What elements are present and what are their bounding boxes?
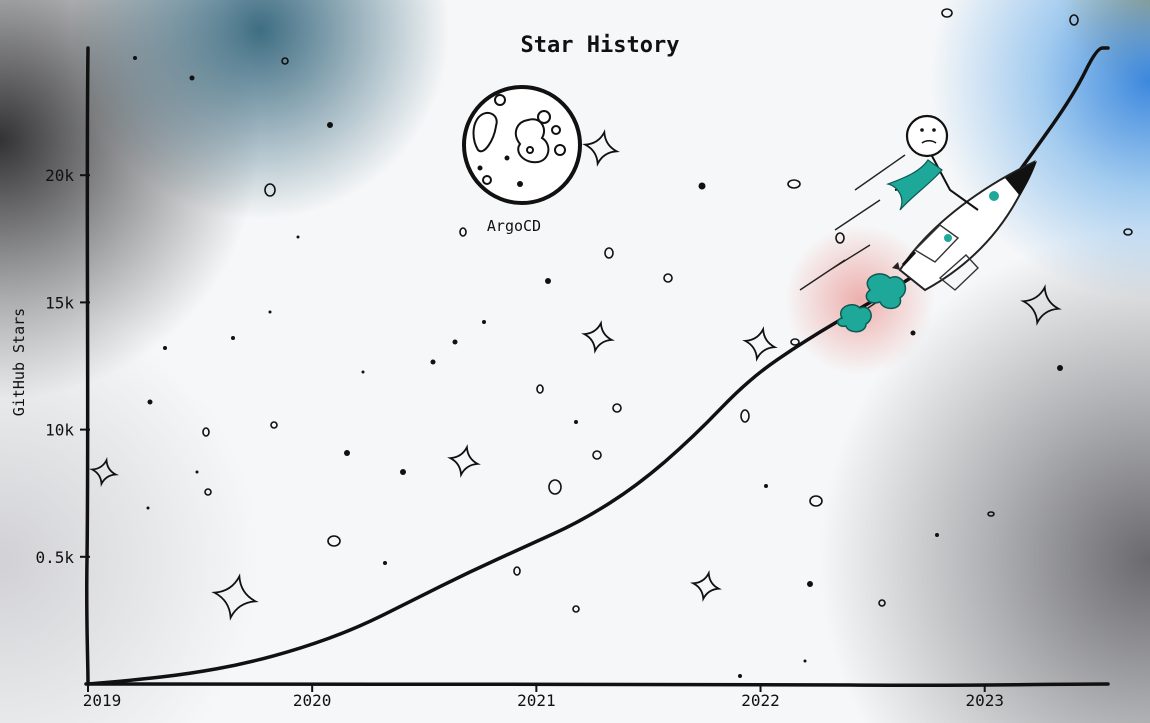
crater-icon bbox=[327, 535, 341, 547]
x-tick-label: 2019 bbox=[83, 691, 122, 710]
x-tick-group: 2019 2020 2021 2022 2023 bbox=[83, 684, 1004, 710]
x-tick-label: 2022 bbox=[741, 691, 780, 710]
star-dot bbox=[935, 533, 939, 537]
sparkle-star-icon bbox=[742, 326, 778, 362]
y-tick-label: 0.5k bbox=[35, 548, 74, 567]
crater-icon bbox=[987, 511, 995, 517]
series-line-argocd bbox=[86, 46, 1110, 686]
crater-icon bbox=[604, 247, 614, 259]
crater-icon bbox=[572, 605, 580, 613]
crater-icon bbox=[281, 57, 289, 65]
star-dot bbox=[452, 339, 458, 345]
star-dot bbox=[738, 674, 742, 678]
star-dot bbox=[344, 450, 350, 456]
sparkle-star-icon bbox=[582, 129, 620, 167]
crater-icon bbox=[790, 338, 800, 346]
star-dot bbox=[764, 484, 768, 488]
star-dot bbox=[189, 75, 195, 81]
crater-icon bbox=[548, 479, 562, 495]
star-dot bbox=[268, 310, 272, 314]
star-dot bbox=[698, 182, 706, 190]
star-dot bbox=[231, 336, 235, 340]
planet-label: ArgoCD bbox=[487, 217, 541, 235]
x-tick-label: 2021 bbox=[517, 691, 556, 710]
crater-icon bbox=[941, 8, 953, 18]
star-dot bbox=[910, 330, 916, 336]
crater-icon bbox=[787, 179, 801, 189]
sparkle-star-icon bbox=[447, 444, 481, 478]
decor-layer bbox=[89, 8, 1133, 678]
crater-icon bbox=[513, 566, 521, 576]
crater-icon bbox=[809, 495, 823, 507]
crater-icon bbox=[202, 427, 210, 437]
sparkle-star-icon bbox=[581, 320, 615, 354]
x-tick-label: 2023 bbox=[965, 691, 1004, 710]
star-dot bbox=[807, 581, 813, 587]
x-axis-line bbox=[84, 682, 1110, 688]
crater-icon bbox=[878, 599, 886, 607]
crater-icon bbox=[536, 384, 544, 394]
y-tick-label: 10k bbox=[45, 421, 74, 440]
star-dot bbox=[296, 235, 300, 239]
crater-icon bbox=[612, 403, 622, 413]
y-axis-line bbox=[84, 46, 90, 686]
star-dot bbox=[545, 278, 551, 284]
star-dot bbox=[430, 359, 436, 365]
crater-icon bbox=[270, 421, 278, 429]
star-dot bbox=[361, 370, 365, 374]
rocket-icon bbox=[799, 154, 1037, 333]
sparkle-star-icon bbox=[1020, 284, 1062, 326]
crater-icon bbox=[204, 488, 212, 496]
star-dot bbox=[146, 506, 150, 510]
sparkle-star-icon bbox=[690, 570, 722, 602]
crater-icon bbox=[1069, 14, 1079, 26]
y-tick-label: 15k bbox=[45, 293, 74, 312]
y-axis-label: GitHub Stars bbox=[10, 308, 28, 416]
y-tick-group: 0.5k 10k 15k 20k bbox=[35, 166, 90, 567]
star-dot bbox=[574, 420, 578, 424]
star-dot bbox=[1057, 365, 1063, 371]
x-tick-label: 2020 bbox=[293, 691, 332, 710]
star-dot bbox=[803, 659, 807, 663]
sparkle-star-icon bbox=[211, 573, 259, 621]
star-dot bbox=[327, 122, 333, 128]
stick-figure-icon bbox=[885, 114, 979, 211]
crater-icon bbox=[459, 227, 467, 237]
sparkle-star-icon bbox=[89, 457, 119, 487]
crater-icon bbox=[264, 183, 276, 197]
planet-icon bbox=[462, 85, 582, 205]
star-dot bbox=[195, 470, 199, 474]
star-dot bbox=[163, 346, 167, 350]
crater-icon bbox=[740, 409, 750, 423]
star-dot bbox=[133, 56, 137, 60]
crater-icon bbox=[592, 450, 602, 460]
y-tick-label: 20k bbox=[45, 166, 74, 185]
crater-icon bbox=[663, 273, 673, 283]
star-dot bbox=[482, 320, 486, 324]
crater-icon bbox=[1123, 228, 1133, 236]
crater-icon bbox=[835, 232, 845, 244]
star-dot bbox=[383, 561, 387, 565]
star-dot bbox=[147, 399, 153, 405]
star-dot bbox=[400, 469, 406, 475]
chart-title: Star History bbox=[521, 33, 680, 58]
